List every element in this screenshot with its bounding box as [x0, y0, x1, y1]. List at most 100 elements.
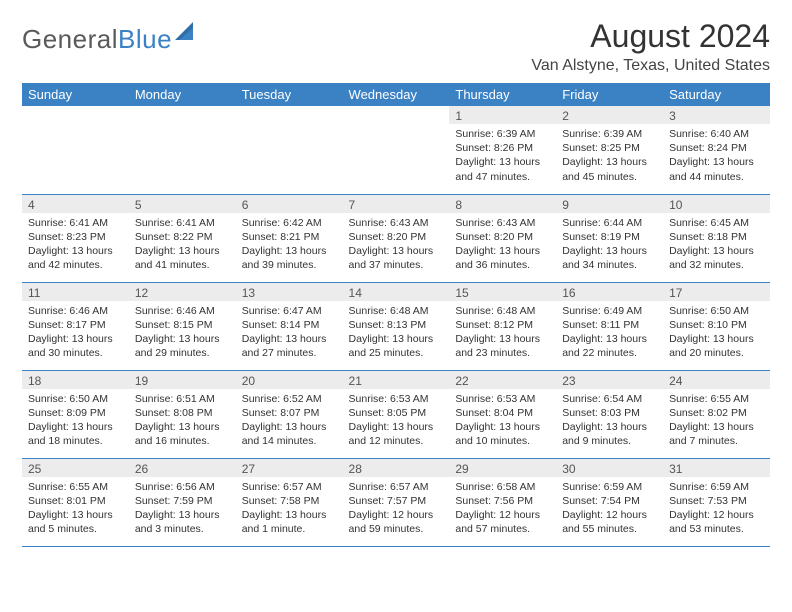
- day-number: 29: [449, 459, 556, 477]
- day-number: 11: [22, 283, 129, 301]
- calendar-day-cell: 14Sunrise: 6:48 AMSunset: 8:13 PMDayligh…: [343, 282, 450, 370]
- day-body: Sunrise: 6:43 AMSunset: 8:20 PMDaylight:…: [449, 213, 556, 277]
- day-number: 7: [343, 195, 450, 213]
- day-body: Sunrise: 6:57 AMSunset: 7:58 PMDaylight:…: [236, 477, 343, 541]
- calendar-week-row: 11Sunrise: 6:46 AMSunset: 8:17 PMDayligh…: [22, 282, 770, 370]
- calendar-day-cell: [22, 106, 129, 194]
- day-body: Sunrise: 6:51 AMSunset: 8:08 PMDaylight:…: [129, 389, 236, 453]
- calendar-week-row: 1Sunrise: 6:39 AMSunset: 8:26 PMDaylight…: [22, 106, 770, 194]
- calendar-day-cell: 1Sunrise: 6:39 AMSunset: 8:26 PMDaylight…: [449, 106, 556, 194]
- calendar-day-cell: 18Sunrise: 6:50 AMSunset: 8:09 PMDayligh…: [22, 370, 129, 458]
- day-body: Sunrise: 6:48 AMSunset: 8:12 PMDaylight:…: [449, 301, 556, 365]
- day-body: Sunrise: 6:52 AMSunset: 8:07 PMDaylight:…: [236, 389, 343, 453]
- day-body: Sunrise: 6:48 AMSunset: 8:13 PMDaylight:…: [343, 301, 450, 365]
- day-number: 26: [129, 459, 236, 477]
- day-number: 28: [343, 459, 450, 477]
- calendar-day-cell: 17Sunrise: 6:50 AMSunset: 8:10 PMDayligh…: [663, 282, 770, 370]
- day-number: 17: [663, 283, 770, 301]
- calendar-page: GeneralBlue August 2024 Van Alstyne, Tex…: [0, 0, 792, 557]
- calendar-day-cell: 5Sunrise: 6:41 AMSunset: 8:22 PMDaylight…: [129, 194, 236, 282]
- day-number: 1: [449, 106, 556, 124]
- day-body: Sunrise: 6:41 AMSunset: 8:23 PMDaylight:…: [22, 213, 129, 277]
- weekday-header: Thursday: [449, 83, 556, 106]
- day-body: Sunrise: 6:42 AMSunset: 8:21 PMDaylight:…: [236, 213, 343, 277]
- day-body: Sunrise: 6:56 AMSunset: 7:59 PMDaylight:…: [129, 477, 236, 541]
- day-number: 13: [236, 283, 343, 301]
- day-number: 2: [556, 106, 663, 124]
- calendar-day-cell: 23Sunrise: 6:54 AMSunset: 8:03 PMDayligh…: [556, 370, 663, 458]
- day-body: [236, 124, 343, 131]
- day-number: 18: [22, 371, 129, 389]
- day-body: Sunrise: 6:49 AMSunset: 8:11 PMDaylight:…: [556, 301, 663, 365]
- day-body: Sunrise: 6:59 AMSunset: 7:53 PMDaylight:…: [663, 477, 770, 541]
- day-body: Sunrise: 6:39 AMSunset: 8:26 PMDaylight:…: [449, 124, 556, 188]
- day-body: [22, 124, 129, 131]
- calendar-day-cell: 10Sunrise: 6:45 AMSunset: 8:18 PMDayligh…: [663, 194, 770, 282]
- logo-text-blue: Blue: [118, 24, 172, 54]
- calendar-day-cell: [129, 106, 236, 194]
- sail-icon: [175, 22, 201, 49]
- day-number: 14: [343, 283, 450, 301]
- day-number: 23: [556, 371, 663, 389]
- calendar-day-cell: 27Sunrise: 6:57 AMSunset: 7:58 PMDayligh…: [236, 458, 343, 546]
- calendar-day-cell: 28Sunrise: 6:57 AMSunset: 7:57 PMDayligh…: [343, 458, 450, 546]
- calendar-day-cell: 8Sunrise: 6:43 AMSunset: 8:20 PMDaylight…: [449, 194, 556, 282]
- day-body: Sunrise: 6:44 AMSunset: 8:19 PMDaylight:…: [556, 213, 663, 277]
- weekday-header-row: Sunday Monday Tuesday Wednesday Thursday…: [22, 83, 770, 106]
- day-number: [343, 106, 450, 124]
- logo-text: GeneralBlue: [22, 24, 172, 55]
- day-number: 21: [343, 371, 450, 389]
- calendar-day-cell: 16Sunrise: 6:49 AMSunset: 8:11 PMDayligh…: [556, 282, 663, 370]
- day-number: 19: [129, 371, 236, 389]
- day-body: Sunrise: 6:45 AMSunset: 8:18 PMDaylight:…: [663, 213, 770, 277]
- day-number: 22: [449, 371, 556, 389]
- day-number: [22, 106, 129, 124]
- day-number: 15: [449, 283, 556, 301]
- calendar-day-cell: [236, 106, 343, 194]
- calendar-day-cell: 12Sunrise: 6:46 AMSunset: 8:15 PMDayligh…: [129, 282, 236, 370]
- day-body: [343, 124, 450, 131]
- calendar-day-cell: 4Sunrise: 6:41 AMSunset: 8:23 PMDaylight…: [22, 194, 129, 282]
- calendar-day-cell: 29Sunrise: 6:58 AMSunset: 7:56 PMDayligh…: [449, 458, 556, 546]
- header: GeneralBlue August 2024 Van Alstyne, Tex…: [22, 18, 770, 75]
- title-block: August 2024 Van Alstyne, Texas, United S…: [531, 18, 770, 75]
- day-body: [129, 124, 236, 131]
- day-body: Sunrise: 6:41 AMSunset: 8:22 PMDaylight:…: [129, 213, 236, 277]
- day-number: 6: [236, 195, 343, 213]
- calendar-day-cell: 26Sunrise: 6:56 AMSunset: 7:59 PMDayligh…: [129, 458, 236, 546]
- day-body: Sunrise: 6:46 AMSunset: 8:17 PMDaylight:…: [22, 301, 129, 365]
- day-body: Sunrise: 6:40 AMSunset: 8:24 PMDaylight:…: [663, 124, 770, 188]
- weekday-header: Sunday: [22, 83, 129, 106]
- location: Van Alstyne, Texas, United States: [531, 57, 770, 75]
- day-number: [236, 106, 343, 124]
- calendar-day-cell: 21Sunrise: 6:53 AMSunset: 8:05 PMDayligh…: [343, 370, 450, 458]
- day-body: Sunrise: 6:50 AMSunset: 8:09 PMDaylight:…: [22, 389, 129, 453]
- calendar-day-cell: 3Sunrise: 6:40 AMSunset: 8:24 PMDaylight…: [663, 106, 770, 194]
- day-body: Sunrise: 6:53 AMSunset: 8:05 PMDaylight:…: [343, 389, 450, 453]
- calendar-day-cell: 2Sunrise: 6:39 AMSunset: 8:25 PMDaylight…: [556, 106, 663, 194]
- calendar-table: Sunday Monday Tuesday Wednesday Thursday…: [22, 83, 770, 547]
- calendar-week-row: 25Sunrise: 6:55 AMSunset: 8:01 PMDayligh…: [22, 458, 770, 546]
- day-body: Sunrise: 6:55 AMSunset: 8:01 PMDaylight:…: [22, 477, 129, 541]
- day-body: Sunrise: 6:59 AMSunset: 7:54 PMDaylight:…: [556, 477, 663, 541]
- day-body: Sunrise: 6:55 AMSunset: 8:02 PMDaylight:…: [663, 389, 770, 453]
- day-number: 8: [449, 195, 556, 213]
- calendar-day-cell: 30Sunrise: 6:59 AMSunset: 7:54 PMDayligh…: [556, 458, 663, 546]
- calendar-day-cell: 31Sunrise: 6:59 AMSunset: 7:53 PMDayligh…: [663, 458, 770, 546]
- calendar-day-cell: 25Sunrise: 6:55 AMSunset: 8:01 PMDayligh…: [22, 458, 129, 546]
- day-body: Sunrise: 6:46 AMSunset: 8:15 PMDaylight:…: [129, 301, 236, 365]
- day-number: 10: [663, 195, 770, 213]
- weekday-header: Tuesday: [236, 83, 343, 106]
- day-number: 9: [556, 195, 663, 213]
- day-number: 12: [129, 283, 236, 301]
- calendar-day-cell: 7Sunrise: 6:43 AMSunset: 8:20 PMDaylight…: [343, 194, 450, 282]
- calendar-day-cell: 6Sunrise: 6:42 AMSunset: 8:21 PMDaylight…: [236, 194, 343, 282]
- day-body: Sunrise: 6:58 AMSunset: 7:56 PMDaylight:…: [449, 477, 556, 541]
- day-number: 3: [663, 106, 770, 124]
- logo: GeneralBlue: [22, 24, 201, 55]
- day-body: Sunrise: 6:39 AMSunset: 8:25 PMDaylight:…: [556, 124, 663, 188]
- calendar-day-cell: 13Sunrise: 6:47 AMSunset: 8:14 PMDayligh…: [236, 282, 343, 370]
- day-body: Sunrise: 6:53 AMSunset: 8:04 PMDaylight:…: [449, 389, 556, 453]
- calendar-day-cell: [343, 106, 450, 194]
- day-number: 25: [22, 459, 129, 477]
